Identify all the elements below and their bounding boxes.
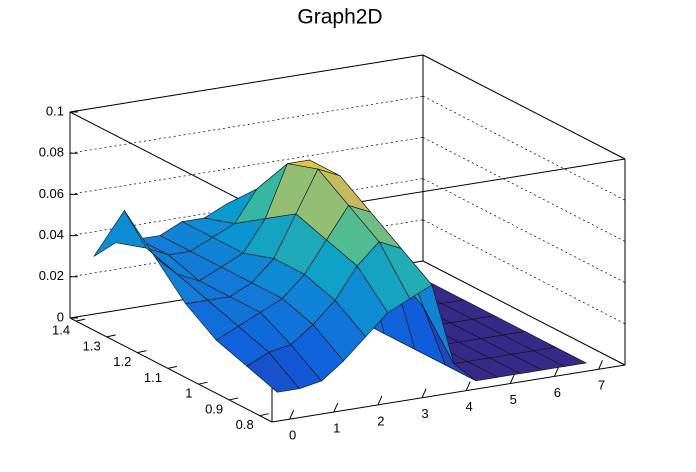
z-tick-label: 0.06 [39,186,64,201]
y-tick-label: 1 [185,386,192,401]
y-axis [69,317,273,423]
x-tick [421,388,427,398]
y-tick [198,381,208,385]
x-tick [289,409,295,420]
x-tick-label: 1 [333,420,340,435]
x-tick-label: 6 [554,385,561,400]
y-tick-label: 1.1 [144,370,162,385]
grid-line [69,137,424,195]
x-axis [271,364,626,423]
box-edge [422,54,626,160]
x-tick [553,367,559,377]
grid-line [422,137,626,242]
z-tick-label: 0.04 [39,227,64,242]
x-tick [465,381,471,391]
y-tick [259,413,269,417]
y-tick [167,365,178,369]
z-tick-label: 0.02 [39,268,64,283]
box-edge [422,260,626,366]
z-tick-label: 0.08 [39,145,64,160]
box-edge [69,54,424,113]
x-tick-label: 5 [510,392,517,407]
y-tick-label: 1.4 [52,323,70,338]
grid-line [422,178,626,283]
y-tick [229,397,239,401]
grid-line [422,95,626,201]
y-tick [76,318,86,322]
y-tick-label: 0.8 [236,417,254,432]
x-tick-label: 3 [421,406,428,421]
x-tick-label: 2 [377,413,384,428]
x-tick-label: 7 [598,378,605,393]
grid-line [69,95,424,154]
z-tick-label: 0.1 [46,103,64,118]
y-tick-label: 0.9 [205,401,223,416]
x-tick [509,374,515,384]
x-tick [377,395,383,406]
x-tick [598,360,603,370]
y-tick-label: 1.2 [113,354,131,369]
y-tick [106,334,116,338]
y-tick-label: 1.3 [83,338,101,353]
y-tick [137,350,147,354]
x-tick-label: 4 [466,399,473,414]
chart-title: Graph2D [297,6,382,29]
surface-cell [246,351,301,393]
x-tick [333,402,339,413]
z-tick-label: 0 [57,309,64,324]
x-tick-label: 0 [289,428,296,443]
